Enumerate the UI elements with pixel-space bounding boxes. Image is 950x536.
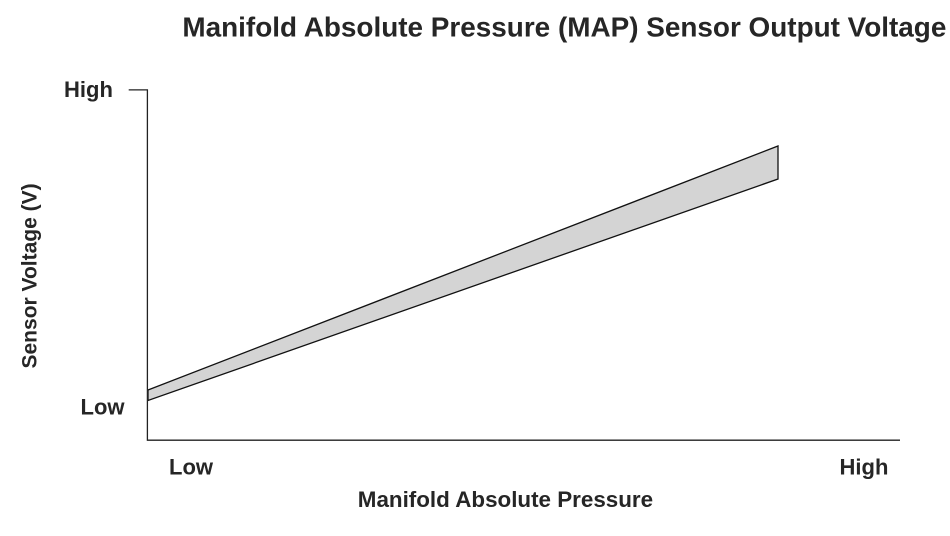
svg-text:Manifold Absolute Pressure: Manifold Absolute Pressure (358, 487, 653, 512)
svg-text:High: High (64, 77, 113, 102)
svg-text:Sensor Voltage (V): Sensor Voltage (V) (19, 183, 42, 368)
svg-text:Low: Low (81, 395, 126, 420)
svg-text:Manifold Absolute Pressure (MA: Manifold Absolute Pressure (MAP) Sensor … (182, 12, 946, 43)
svg-text:Low: Low (169, 455, 214, 480)
svg-text:High: High (840, 454, 889, 479)
